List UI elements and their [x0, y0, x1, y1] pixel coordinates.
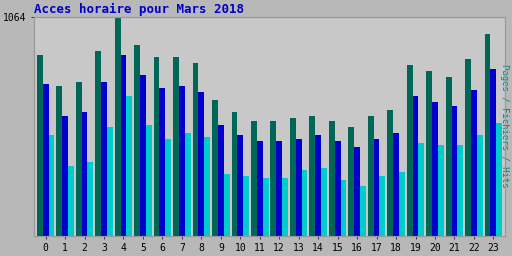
- Bar: [204, 137, 210, 236]
- Bar: [115, 17, 120, 236]
- Bar: [62, 116, 68, 236]
- Bar: [179, 86, 185, 236]
- Bar: [282, 178, 288, 236]
- Bar: [438, 145, 444, 236]
- Bar: [290, 119, 296, 236]
- Bar: [426, 71, 432, 236]
- Bar: [399, 172, 405, 236]
- Bar: [496, 123, 502, 236]
- Bar: [251, 121, 257, 236]
- Bar: [37, 55, 42, 236]
- Bar: [193, 63, 199, 236]
- Bar: [374, 139, 379, 236]
- Bar: [457, 145, 463, 236]
- Bar: [257, 141, 263, 236]
- Bar: [81, 112, 88, 236]
- Bar: [270, 121, 276, 236]
- Bar: [212, 100, 218, 236]
- Bar: [354, 147, 360, 236]
- Text: Acces horaire pour Mars 2018: Acces horaire pour Mars 2018: [34, 3, 244, 16]
- Bar: [445, 77, 452, 236]
- Bar: [134, 45, 140, 236]
- Bar: [315, 135, 321, 236]
- Y-axis label: Pages / Fichiers / Hits: Pages / Fichiers / Hits: [500, 65, 509, 188]
- Bar: [321, 168, 327, 236]
- Bar: [199, 92, 204, 236]
- Bar: [360, 186, 366, 236]
- Bar: [296, 139, 302, 236]
- Bar: [485, 34, 490, 236]
- Bar: [340, 180, 347, 236]
- Bar: [387, 110, 393, 236]
- Bar: [329, 121, 335, 236]
- Bar: [477, 135, 483, 236]
- Bar: [160, 88, 165, 236]
- Bar: [76, 81, 81, 236]
- Bar: [218, 125, 224, 236]
- Bar: [185, 133, 190, 236]
- Bar: [140, 75, 146, 236]
- Bar: [309, 116, 315, 236]
- Bar: [465, 59, 471, 236]
- Bar: [452, 106, 457, 236]
- Bar: [120, 55, 126, 236]
- Bar: [471, 90, 477, 236]
- Bar: [107, 127, 113, 236]
- Bar: [418, 143, 424, 236]
- Bar: [224, 174, 229, 236]
- Bar: [154, 57, 160, 236]
- Bar: [490, 69, 496, 236]
- Bar: [146, 125, 152, 236]
- Bar: [413, 96, 418, 236]
- Bar: [432, 102, 438, 236]
- Bar: [407, 65, 413, 236]
- Bar: [243, 176, 249, 236]
- Bar: [68, 166, 74, 236]
- Bar: [263, 178, 268, 236]
- Bar: [238, 135, 243, 236]
- Bar: [42, 83, 49, 236]
- Bar: [335, 141, 340, 236]
- Bar: [95, 51, 101, 236]
- Bar: [302, 170, 307, 236]
- Bar: [88, 162, 93, 236]
- Bar: [49, 135, 54, 236]
- Bar: [56, 86, 62, 236]
- Bar: [231, 112, 238, 236]
- Bar: [379, 176, 386, 236]
- Bar: [126, 96, 132, 236]
- Bar: [173, 57, 179, 236]
- Bar: [276, 141, 282, 236]
- Bar: [348, 127, 354, 236]
- Bar: [368, 116, 374, 236]
- Bar: [393, 133, 399, 236]
- Bar: [165, 139, 171, 236]
- Bar: [101, 81, 107, 236]
